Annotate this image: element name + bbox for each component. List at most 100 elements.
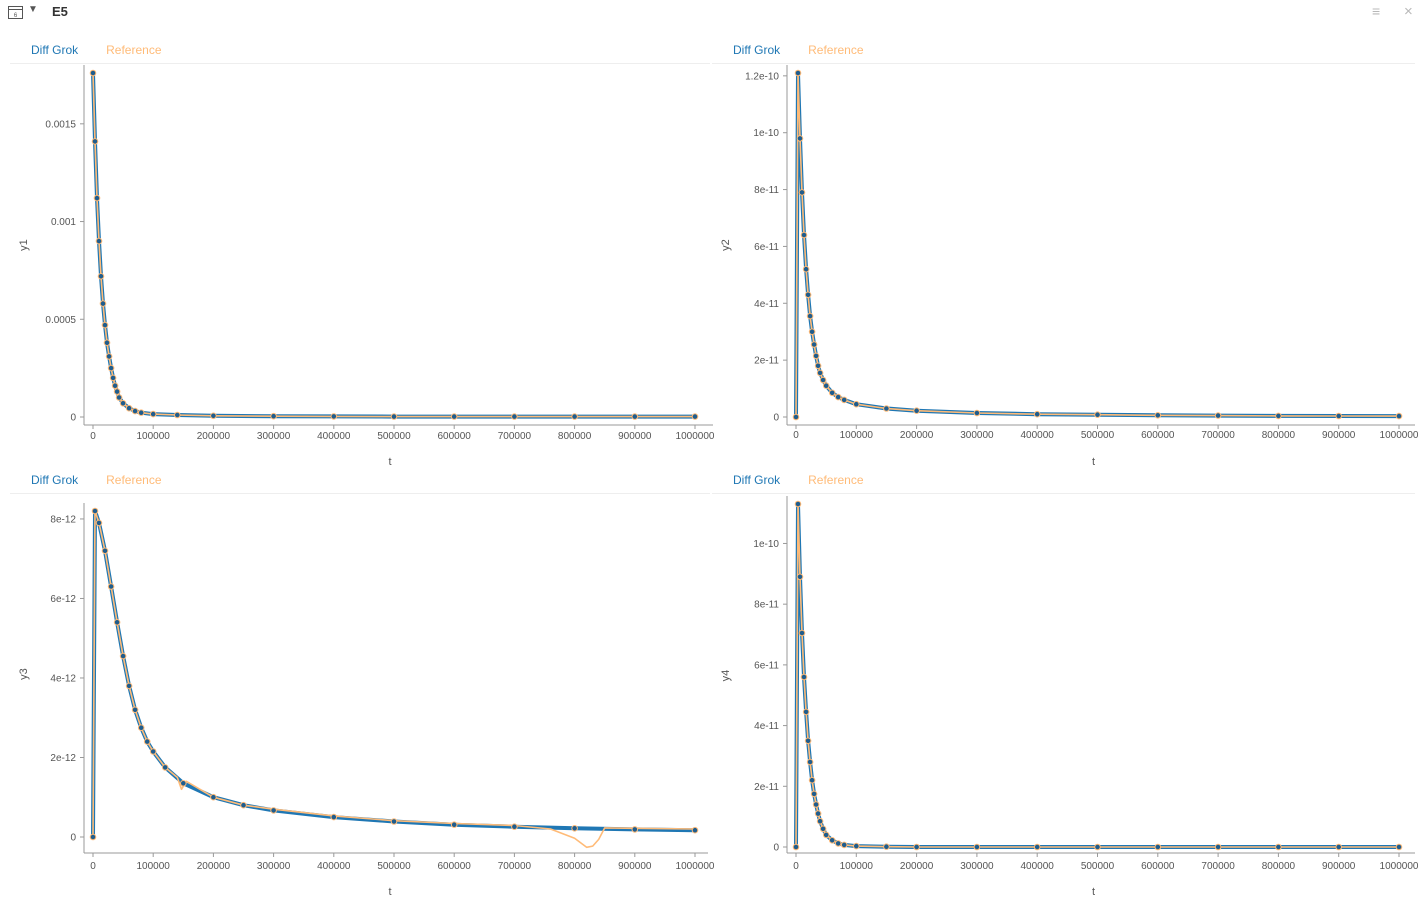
data-point-diff-grok[interactable] bbox=[1275, 843, 1282, 851]
data-point-diff-grok[interactable] bbox=[834, 840, 842, 847]
data-point-diff-grok[interactable] bbox=[814, 810, 822, 817]
legend-item-diff-grok[interactable]: Diff Grok bbox=[31, 473, 79, 487]
line-chart-y2[interactable]: 0 2e-11 4e-11 6e-11 8e-11 1e-10 1.2e-10 0 100000… bbox=[712, 36, 1419, 470]
data-point-diff-grok[interactable] bbox=[1395, 843, 1403, 851]
data-point-diff-grok[interactable] bbox=[111, 382, 119, 390]
data-point-diff-grok[interactable] bbox=[113, 388, 121, 395]
data-point-diff-grok[interactable] bbox=[792, 843, 800, 851]
data-point-diff-grok[interactable] bbox=[125, 682, 133, 690]
data-point-diff-grok[interactable] bbox=[1094, 411, 1101, 419]
legend-item-diff-grok[interactable]: Diff Grok bbox=[31, 43, 79, 57]
data-point-diff-grok[interactable] bbox=[796, 135, 804, 142]
data-point-diff-grok[interactable] bbox=[631, 413, 639, 420]
data-point-diff-grok[interactable] bbox=[174, 411, 181, 419]
data-point-diff-grok[interactable] bbox=[511, 413, 518, 420]
data-point-diff-grok[interactable] bbox=[798, 189, 806, 196]
legend-item-reference[interactable]: Reference bbox=[106, 473, 162, 487]
data-point-diff-grok[interactable] bbox=[1154, 412, 1162, 419]
data-point-diff-grok[interactable] bbox=[109, 374, 117, 382]
data-point-diff-grok[interactable] bbox=[1275, 412, 1282, 420]
data-point-diff-grok[interactable] bbox=[390, 818, 398, 825]
data-point-diff-grok[interactable] bbox=[828, 389, 836, 397]
data-point-diff-grok[interactable] bbox=[819, 825, 827, 833]
data-point-diff-grok[interactable] bbox=[125, 404, 133, 412]
data-point-diff-grok[interactable] bbox=[390, 413, 398, 420]
data-point-diff-grok[interactable] bbox=[131, 407, 139, 415]
chevron-down-icon[interactable]: ▼ bbox=[28, 4, 38, 15]
line-chart-y3[interactable]: 0 2e-12 4e-12 6e-12 8e-12 0 100000 200000 300000… bbox=[10, 466, 715, 902]
data-point-diff-grok[interactable] bbox=[812, 352, 820, 360]
data-point-diff-grok[interactable] bbox=[840, 841, 848, 849]
data-point-diff-grok[interactable] bbox=[883, 843, 890, 851]
data-point-diff-grok[interactable] bbox=[804, 737, 812, 745]
table-view-icon[interactable]: 6 bbox=[8, 5, 23, 20]
data-point-diff-grok[interactable] bbox=[834, 393, 842, 401]
data-point-diff-grok[interactable] bbox=[131, 706, 139, 714]
data-point-diff-grok[interactable] bbox=[814, 362, 822, 370]
data-point-diff-grok[interactable] bbox=[822, 831, 830, 839]
data-point-diff-grok[interactable] bbox=[822, 382, 830, 390]
data-point-diff-grok[interactable] bbox=[792, 413, 800, 421]
data-point-diff-grok[interactable] bbox=[819, 376, 827, 384]
data-point-diff-grok[interactable] bbox=[143, 738, 151, 745]
data-point-diff-grok[interactable] bbox=[149, 748, 157, 755]
data-point-diff-grok[interactable] bbox=[330, 413, 338, 420]
data-point-diff-grok[interactable] bbox=[1335, 412, 1343, 420]
data-point-diff-grok[interactable] bbox=[691, 413, 699, 420]
data-point-diff-grok[interactable] bbox=[330, 813, 338, 821]
data-point-diff-grok[interactable] bbox=[571, 825, 578, 832]
data-point-diff-grok[interactable] bbox=[270, 412, 277, 420]
data-point-diff-grok[interactable] bbox=[1335, 843, 1343, 851]
data-point-diff-grok[interactable] bbox=[1033, 410, 1041, 418]
data-point-diff-grok[interactable] bbox=[816, 817, 824, 825]
legend-item-diff-grok[interactable]: Diff Grok bbox=[733, 43, 781, 57]
legend-item-diff-grok[interactable]: Diff Grok bbox=[733, 473, 781, 487]
data-point-diff-grok[interactable] bbox=[99, 300, 107, 307]
data-point-diff-grok[interactable] bbox=[119, 652, 127, 660]
data-point-diff-grok[interactable] bbox=[808, 776, 816, 784]
data-point-diff-grok[interactable] bbox=[450, 413, 458, 420]
data-point-diff-grok[interactable] bbox=[840, 396, 848, 404]
data-point-diff-grok[interactable] bbox=[95, 237, 103, 245]
data-point-diff-grok[interactable] bbox=[828, 837, 836, 844]
data-point-diff-grok[interactable] bbox=[691, 826, 699, 834]
data-point-diff-grok[interactable] bbox=[571, 413, 578, 420]
data-point-diff-grok[interactable] bbox=[161, 764, 169, 771]
data-point-diff-grok[interactable] bbox=[113, 619, 121, 626]
data-point-diff-grok[interactable] bbox=[913, 843, 920, 851]
data-point-diff-grok[interactable] bbox=[1033, 843, 1041, 851]
data-point-diff-grok[interactable] bbox=[804, 291, 812, 299]
data-point-diff-grok[interactable] bbox=[796, 573, 804, 581]
data-point-diff-grok[interactable] bbox=[883, 405, 890, 412]
data-point-diff-grok[interactable] bbox=[210, 793, 217, 801]
data-point-diff-grok[interactable] bbox=[89, 69, 97, 77]
data-point-diff-grok[interactable] bbox=[800, 673, 808, 681]
line-chart-y1[interactable]: 0 0.0005 0.001 0.0015 0 100000 200000 300000 400… bbox=[10, 36, 715, 470]
data-point-diff-grok[interactable] bbox=[816, 369, 824, 377]
line-chart-y4[interactable]: 0 2e-11 4e-11 6e-11 8e-11 1e-10 0 100000 200000 3… bbox=[712, 466, 1419, 902]
data-point-diff-grok[interactable] bbox=[853, 842, 860, 850]
data-point-diff-grok[interactable] bbox=[794, 69, 802, 77]
data-point-diff-grok[interactable] bbox=[1094, 843, 1101, 851]
data-point-diff-grok[interactable] bbox=[210, 412, 217, 420]
data-point-diff-grok[interactable] bbox=[1214, 412, 1222, 419]
data-point-diff-grok[interactable] bbox=[800, 231, 808, 239]
data-point-diff-grok[interactable] bbox=[450, 821, 458, 829]
data-point-diff-grok[interactable] bbox=[115, 394, 123, 401]
data-point-diff-grok[interactable] bbox=[240, 801, 247, 809]
data-point-diff-grok[interactable] bbox=[806, 312, 814, 320]
data-point-diff-grok[interactable] bbox=[180, 780, 187, 787]
data-point-diff-grok[interactable] bbox=[103, 339, 111, 347]
hamburger-menu-icon[interactable]: ≡ bbox=[1372, 3, 1381, 19]
data-point-diff-grok[interactable] bbox=[270, 807, 277, 814]
data-point-diff-grok[interactable] bbox=[794, 500, 802, 508]
data-point-diff-grok[interactable] bbox=[973, 843, 981, 851]
data-point-diff-grok[interactable] bbox=[1395, 412, 1403, 420]
data-point-diff-grok[interactable] bbox=[107, 583, 115, 590]
data-point-diff-grok[interactable] bbox=[91, 138, 99, 145]
legend-item-reference[interactable]: Reference bbox=[106, 43, 162, 57]
data-point-diff-grok[interactable] bbox=[802, 708, 810, 716]
data-point-diff-grok[interactable] bbox=[137, 724, 145, 732]
data-point-diff-grok[interactable] bbox=[107, 364, 115, 372]
data-point-diff-grok[interactable] bbox=[806, 758, 814, 766]
